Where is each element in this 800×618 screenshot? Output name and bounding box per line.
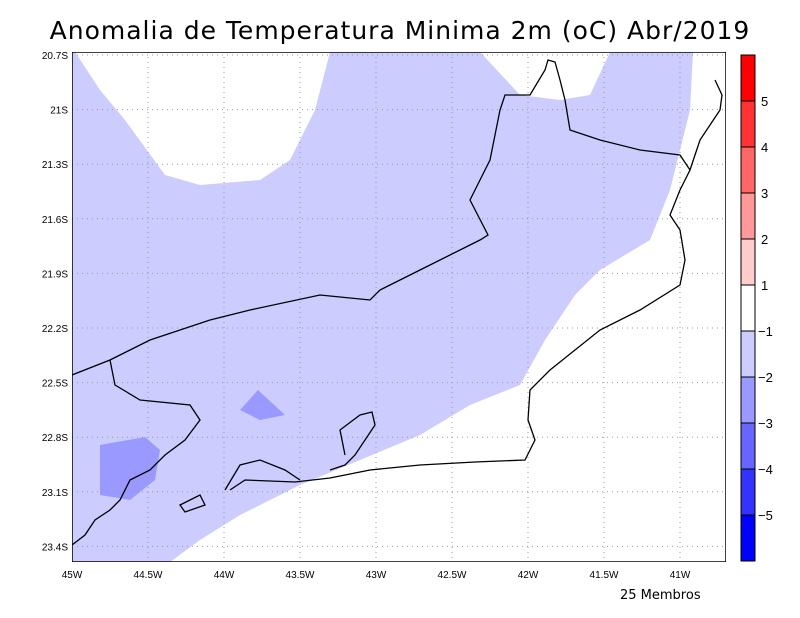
y-tick-label: 21.6S bbox=[42, 215, 68, 226]
x-tick-label: 44W bbox=[214, 570, 235, 581]
y-tick-label: 22.8S bbox=[42, 433, 68, 444]
y-tick-label: 21S bbox=[50, 106, 68, 117]
colorbar-label: 5 bbox=[761, 94, 768, 109]
colorbar-label: 4 bbox=[761, 140, 768, 155]
y-tick-label: 23.1S bbox=[42, 488, 68, 499]
x-tick-label: 45W bbox=[62, 570, 83, 581]
colorbar-label: 1 bbox=[761, 278, 768, 293]
x-tick-label: 41.5W bbox=[590, 570, 619, 581]
y-axis-ticks: 20.7S 21S 21.3S 21.6S 21.9S 22.2S 22.5S 22.8S 23… bbox=[42, 51, 68, 553]
y-tick-label: 20.7S bbox=[42, 51, 68, 62]
y-tick-label: 21.9S bbox=[42, 269, 68, 280]
x-tick-label: 41W bbox=[670, 570, 691, 581]
colorbar: 5 4 3 2 1 −1 −2 −3 −4 −5 bbox=[740, 54, 773, 562]
colorbar-swatch bbox=[740, 284, 756, 332]
x-axis-ticks: 45W 44.5W 44W 43.5W 43W 42.5W 42W 41.5W 41W bbox=[62, 570, 691, 581]
colorbar-swatch bbox=[740, 468, 756, 516]
y-tick-label: 21.3S bbox=[42, 160, 68, 171]
members-count-label: 25 Membros bbox=[620, 588, 701, 603]
colorbar-label: −3 bbox=[758, 416, 773, 431]
colorbar-swatch bbox=[740, 330, 756, 378]
gridlines bbox=[72, 52, 726, 562]
colorbar-swatch bbox=[740, 238, 756, 286]
colorbar-swatch bbox=[740, 376, 756, 424]
map-title: Anomalia de Temperatura Minima 2m (oC) A… bbox=[49, 16, 751, 45]
anomaly-region-mid bbox=[240, 390, 285, 420]
colorbar-label: −4 bbox=[758, 462, 773, 477]
x-tick-label: 42W bbox=[518, 570, 539, 581]
x-tick-label: 43W bbox=[366, 570, 387, 581]
colorbar-label: 2 bbox=[761, 232, 768, 247]
colorbar-label: 3 bbox=[761, 186, 768, 201]
colorbar-swatch bbox=[740, 54, 756, 102]
y-tick-label: 22.2S bbox=[42, 324, 68, 335]
y-tick-label: 23.4S bbox=[42, 542, 68, 553]
x-tick-label: 43.5W bbox=[286, 570, 315, 581]
colorbar-swatch bbox=[740, 146, 756, 194]
x-tick-label: 44.5W bbox=[134, 570, 163, 581]
y-tick-label: 22.5S bbox=[42, 379, 68, 390]
colorbar-swatch bbox=[740, 422, 756, 470]
colorbar-swatch bbox=[740, 192, 756, 240]
colorbar-label: −1 bbox=[758, 324, 773, 339]
x-tick-label: 42.5W bbox=[438, 570, 467, 581]
colorbar-swatch bbox=[740, 514, 756, 562]
colorbar-label: −5 bbox=[758, 508, 773, 523]
anomaly-region-mid bbox=[100, 437, 160, 500]
coastline bbox=[72, 59, 723, 546]
colorbar-swatch bbox=[740, 100, 756, 148]
anomaly-region-light bbox=[72, 52, 693, 562]
colorbar-label: −2 bbox=[758, 370, 773, 385]
